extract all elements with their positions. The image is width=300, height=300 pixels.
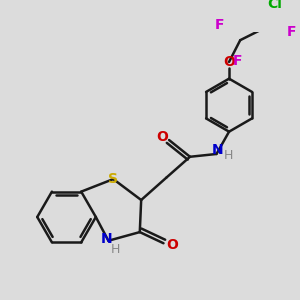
Text: F: F xyxy=(214,18,224,32)
Text: S: S xyxy=(108,172,118,186)
Text: F: F xyxy=(287,25,297,39)
Text: O: O xyxy=(223,55,235,69)
Text: F: F xyxy=(233,53,242,68)
Text: Cl: Cl xyxy=(268,0,283,11)
Text: H: H xyxy=(111,243,120,256)
Text: O: O xyxy=(166,238,178,252)
Text: H: H xyxy=(224,149,233,162)
Text: N: N xyxy=(212,143,224,157)
Text: N: N xyxy=(101,232,113,246)
Text: O: O xyxy=(156,130,168,144)
